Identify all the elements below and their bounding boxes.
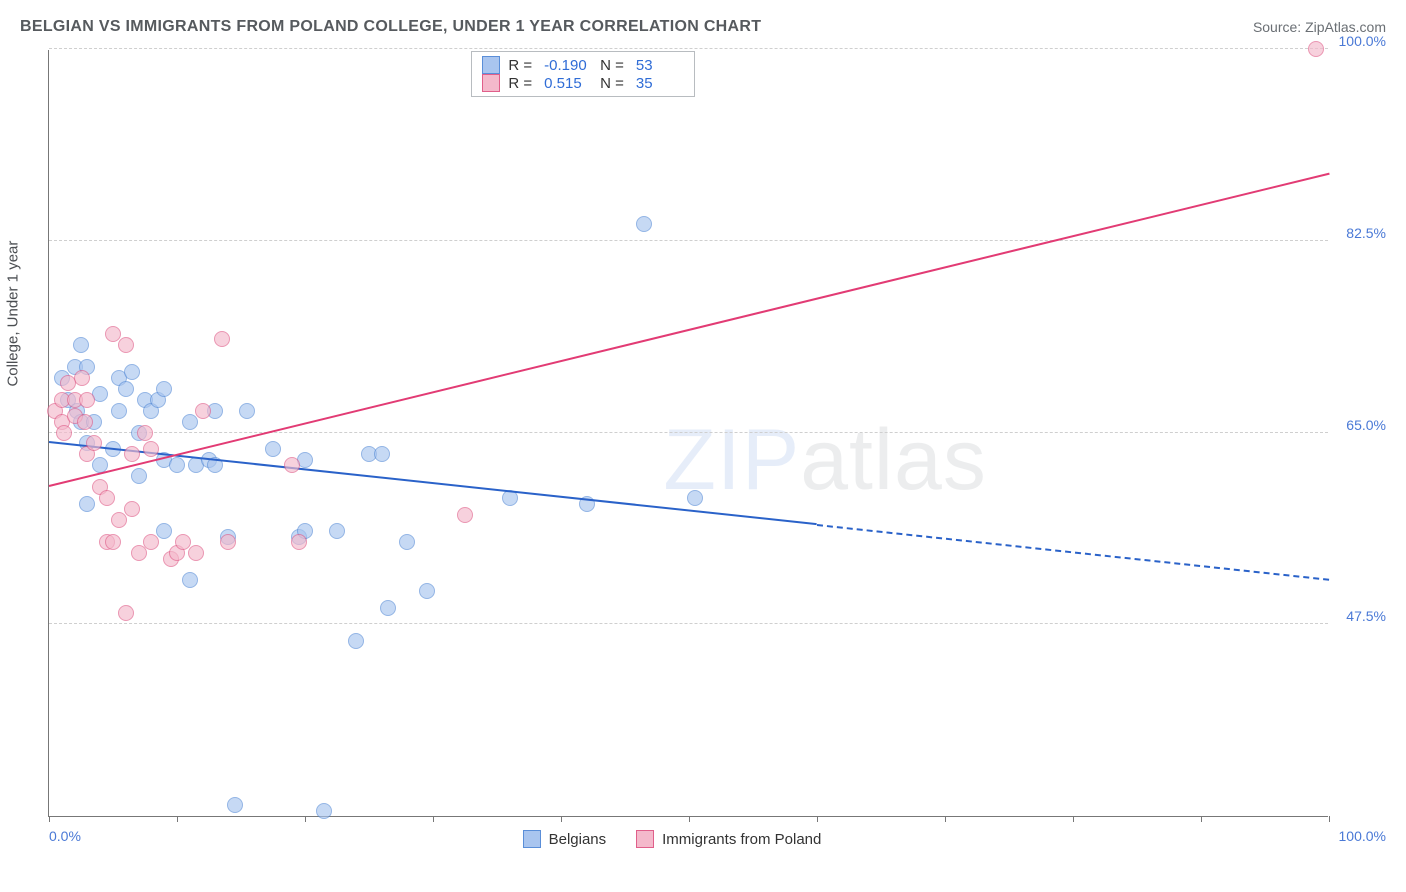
data-point (143, 534, 159, 550)
chart-container: College, Under 1 year ZIPatlas R =-0.190… (48, 50, 1388, 852)
x-tick (1329, 816, 1330, 822)
data-point (636, 216, 652, 232)
x-tick (561, 816, 562, 822)
data-point (79, 392, 95, 408)
data-point (227, 797, 243, 813)
data-point (99, 490, 115, 506)
data-point (118, 337, 134, 353)
gridline (49, 623, 1328, 624)
legend-item: Belgians (523, 830, 607, 848)
chart-header: BELGIAN VS IMMIGRANTS FROM POLAND COLLEG… (20, 18, 1386, 36)
data-point (118, 605, 134, 621)
legend-stat-row: R =-0.190N =53 (482, 56, 684, 74)
x-tick (817, 816, 818, 822)
data-point (74, 370, 90, 386)
plot-area: ZIPatlas R =-0.190N =53R =0.515N =35 Bel… (48, 50, 1328, 817)
data-point (687, 490, 703, 506)
data-point (182, 414, 198, 430)
legend-stat-row: R =0.515N =35 (482, 74, 684, 92)
data-point (124, 446, 140, 462)
trend-line (817, 524, 1329, 581)
data-point (380, 600, 396, 616)
data-point (348, 633, 364, 649)
legend-stats-box: R =-0.190N =53R =0.515N =35 (471, 51, 695, 97)
data-point (188, 545, 204, 561)
x-tick-label: 0.0% (49, 828, 81, 844)
gridline (49, 240, 1328, 241)
x-tick-label: 100.0% (1339, 828, 1386, 844)
data-point (131, 468, 147, 484)
data-point (124, 364, 140, 380)
x-tick (49, 816, 50, 822)
data-point (77, 414, 93, 430)
gridline (49, 432, 1328, 433)
data-point (156, 523, 172, 539)
data-point (374, 446, 390, 462)
data-point (399, 534, 415, 550)
data-point (239, 403, 255, 419)
x-tick (1073, 816, 1074, 822)
data-point (56, 425, 72, 441)
legend-item: Immigrants from Poland (636, 830, 821, 848)
data-point (111, 403, 127, 419)
x-tick (433, 816, 434, 822)
y-axis-label: College, Under 1 year (5, 241, 22, 387)
data-point (291, 534, 307, 550)
x-tick (1201, 816, 1202, 822)
legend-label: Belgians (549, 831, 607, 848)
trend-line (49, 173, 1329, 487)
data-point (169, 457, 185, 473)
data-point (137, 425, 153, 441)
data-point (86, 435, 102, 451)
data-point (329, 523, 345, 539)
data-point (79, 496, 95, 512)
x-tick (305, 816, 306, 822)
watermark: ZIPatlas (663, 411, 986, 510)
y-tick-label: 100.0% (1332, 33, 1386, 49)
data-point (131, 545, 147, 561)
data-point (265, 441, 281, 457)
data-point (195, 403, 211, 419)
data-point (73, 337, 89, 353)
legend-swatch (482, 74, 500, 92)
chart-title: BELGIAN VS IMMIGRANTS FROM POLAND COLLEG… (20, 18, 761, 36)
x-tick (945, 816, 946, 822)
data-point (111, 512, 127, 528)
data-point (419, 583, 435, 599)
y-tick-label: 82.5% (1332, 225, 1386, 241)
data-point (1308, 41, 1324, 57)
data-point (105, 534, 121, 550)
x-tick (689, 816, 690, 822)
legend-swatch (523, 830, 541, 848)
data-point (124, 501, 140, 517)
y-tick-label: 65.0% (1332, 417, 1386, 433)
legend-swatch (482, 56, 500, 74)
data-point (118, 381, 134, 397)
legend-bottom: Belgians Immigrants from Poland (523, 830, 822, 848)
y-tick-label: 47.5% (1332, 608, 1386, 624)
data-point (316, 803, 332, 819)
x-tick (177, 816, 178, 822)
data-point (156, 381, 172, 397)
legend-swatch (636, 830, 654, 848)
trend-line (49, 441, 817, 525)
data-point (220, 534, 236, 550)
gridline (49, 48, 1328, 49)
data-point (457, 507, 473, 523)
data-point (214, 331, 230, 347)
data-point (284, 457, 300, 473)
data-point (182, 572, 198, 588)
legend-label: Immigrants from Poland (662, 831, 821, 848)
data-point (143, 441, 159, 457)
